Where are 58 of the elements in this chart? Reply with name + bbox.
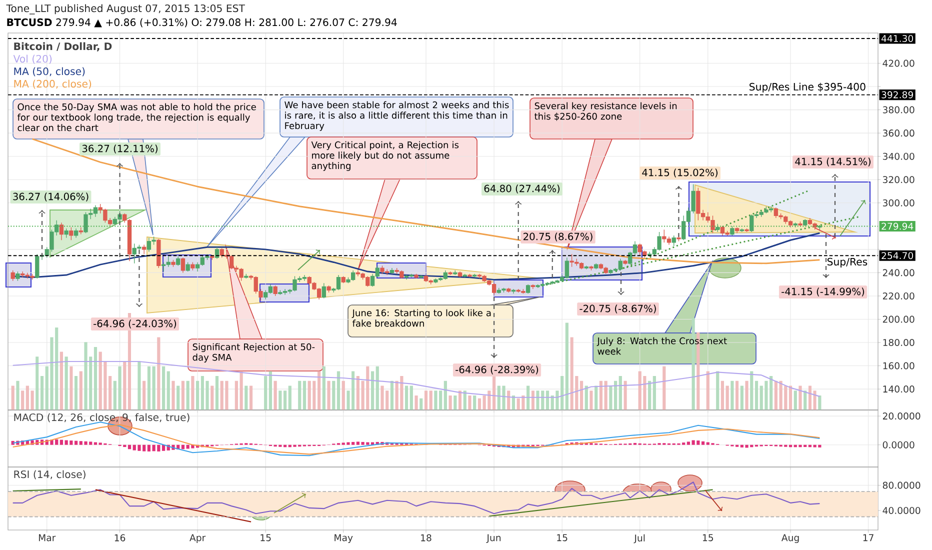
- ref-line-label: 441.30: [881, 34, 914, 42]
- x-tick-label: 15: [260, 534, 271, 542]
- ref-line-label: 392.89: [882, 91, 913, 98]
- text: Vol (20): [13, 54, 52, 64]
- y-tick-label: 380.00: [882, 106, 914, 114]
- y-tick-label: 180.00: [883, 338, 914, 346]
- annotation: 36.27 (12.11%): [82, 144, 158, 154]
- annotation: 41.15 (14.51%): [795, 158, 870, 166]
- ref-line-label: 254.70: [882, 252, 914, 260]
- y-tick-label: 160.00: [883, 362, 914, 370]
- x-tick-label: Jun: [486, 534, 501, 543]
- y-tick-label: 80.0000: [882, 482, 920, 489]
- ref-line-label: 279.94: [882, 222, 914, 230]
- text: MA (200, close): [14, 80, 92, 89]
- x-tick-label: 15: [557, 534, 568, 542]
- text: MA (50, close): [14, 67, 85, 76]
- annotation: Several key resistance levels in this $250-260 zone: [534, 102, 677, 121]
- annotation: 20.75 (8.67%): [524, 232, 592, 242]
- annotation: Once the 50-Day SMA was not able to hold the price for our textbook long trade, the rejection is equally clear on the chart: [17, 103, 256, 132]
- annotation: Significant Rejection at 50-day SMA: [192, 343, 315, 362]
- y-tick-label: 220.00: [882, 292, 914, 300]
- y-tick-label: 300.00: [882, 199, 914, 206]
- x-tick-label: Apr: [190, 534, 206, 544]
- annotation: 36.27 (14.06%): [13, 192, 88, 202]
- annotation: July 8: Watch the Cross next week: [596, 337, 727, 355]
- y-tick-label: 360.00: [882, 130, 914, 137]
- annotation: Sup/Res Line $395-400: [750, 82, 866, 93]
- y-tick-label: 0.0000: [882, 441, 914, 448]
- x-tick-label: Mar: [38, 534, 56, 542]
- x-tick-label: 15: [702, 534, 714, 542]
- x-tick-label: Aug: [781, 534, 799, 544]
- x-tick-label: Jul: [634, 534, 645, 544]
- chart-title: RSI (14, close): [14, 470, 86, 480]
- y-tick-label: 240.00: [882, 269, 914, 276]
- y-tick-label: 320.00: [882, 176, 914, 184]
- annotation: We have been stable for almost 2 weeks and this is rare, it is also a little different this time than in February: [284, 101, 509, 131]
- x-tick-label: 17: [863, 534, 874, 542]
- annotation: Very Critical point, a Rejection is more likely but do not assume anything: [311, 141, 459, 171]
- x-tick-label: May: [334, 534, 353, 544]
- y-tick-label: 200.00: [882, 316, 914, 323]
- annotation: -64.96 (-28.39%): [456, 366, 538, 374]
- annotation: -20.75 (-8.67%): [580, 304, 656, 314]
- annotation: -41.15 (-14.99%): [782, 288, 864, 296]
- y-tick-label: 140.00: [883, 386, 914, 393]
- annotation: June 16: Starting to look like a fake breakdown: [352, 309, 491, 327]
- y-tick-label: 340.00: [882, 152, 914, 160]
- annotation: -64.96 (-24.03%): [94, 320, 176, 328]
- y-tick-label: 40.0000: [882, 506, 920, 514]
- text: Bitcoin / Dollar, D: [14, 42, 112, 52]
- x-tick-label: 16: [114, 534, 126, 542]
- annotation: 64.80 (27.44%): [484, 184, 560, 194]
- annotation: 41.15 (15.02%): [642, 168, 718, 178]
- chart-subtitle: BTCUSD 279.94 ▲ +0.86 (+0.31%) O: 279.08 H: 281.00 L: 276.07 C: 279.94: [7, 18, 397, 28]
- annotation: Sup/Res: [827, 258, 868, 268]
- text: Tone_LLT published August 07, 2015 13:05 EST: [6, 4, 245, 14]
- y-tick-label: 420.00: [882, 60, 914, 67]
- y-tick-label: 20.0000: [882, 412, 920, 420]
- x-tick-label: 18: [421, 534, 432, 542]
